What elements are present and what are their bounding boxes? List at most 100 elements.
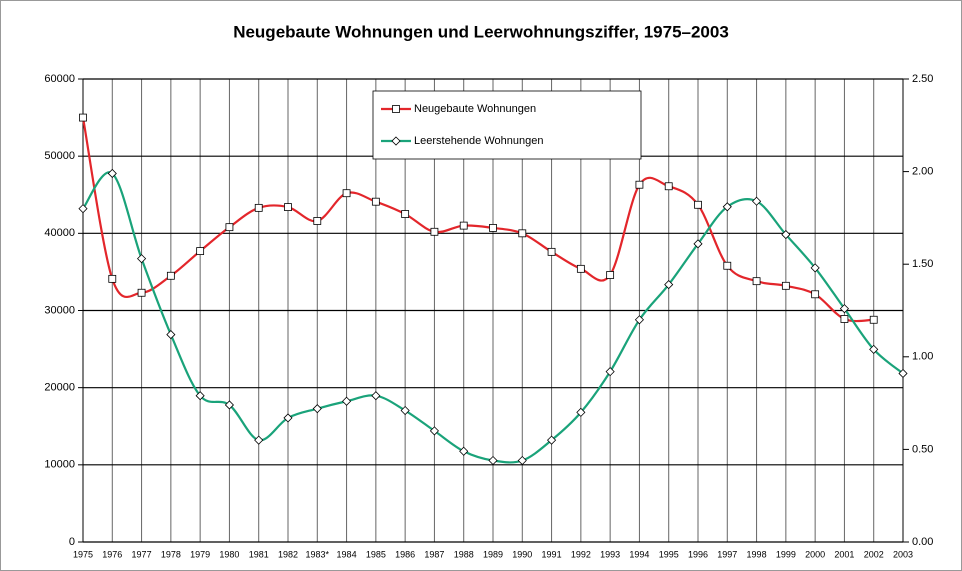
data-point — [196, 247, 205, 255]
data-point — [693, 239, 703, 249]
data-point — [898, 368, 908, 379]
series-line — [82, 171, 904, 464]
data-point — [401, 210, 410, 218]
x-tick-label: 1975 — [73, 549, 93, 559]
data-point — [489, 224, 497, 232]
legend-label: Leerstehende Wohnungen — [414, 135, 543, 147]
y2-tick-label: 1.00 — [912, 351, 933, 363]
x-tick-label: 1977 — [132, 549, 152, 559]
data-point — [254, 203, 263, 212]
data-point — [811, 290, 820, 299]
x-tick-label: 1999 — [776, 549, 796, 559]
data-point — [694, 200, 702, 209]
x-tick-label: 1978 — [161, 549, 181, 559]
x-tick-label: 1991 — [542, 549, 562, 559]
data-point — [78, 204, 88, 214]
data-point — [840, 315, 849, 323]
data-point — [224, 400, 234, 410]
data-point — [459, 446, 469, 456]
legend-marker — [392, 105, 400, 113]
data-point — [166, 271, 175, 280]
data-point — [517, 455, 527, 466]
data-point — [312, 404, 322, 414]
data-point — [488, 455, 498, 466]
data-point — [166, 330, 176, 340]
x-tick-label: 2002 — [864, 549, 884, 559]
data-point — [664, 182, 673, 191]
y2-tick-label: 1.50 — [912, 258, 933, 270]
x-tick-label: 1976 — [102, 549, 122, 559]
data-point — [752, 277, 761, 286]
y-tick-label: 30000 — [44, 304, 75, 316]
x-tick-label: 1988 — [454, 549, 474, 559]
x-tick-label: 1981 — [249, 549, 269, 559]
x-tick-label: 1990 — [512, 549, 532, 559]
data-point — [810, 263, 820, 273]
y-tick-label: 0 — [69, 536, 75, 548]
x-tick-label: 1986 — [395, 549, 415, 559]
x-tick-label: 1989 — [483, 549, 503, 559]
data-point — [576, 407, 586, 417]
y2-tick-label: 0.50 — [912, 443, 933, 455]
data-point — [371, 197, 380, 206]
data-point — [342, 396, 352, 406]
data-point — [313, 217, 322, 225]
x-tick-label: 1982 — [278, 549, 298, 559]
x-tick-label: 1987 — [424, 549, 444, 559]
data-point — [547, 435, 557, 445]
x-tick-label: 1996 — [688, 549, 708, 559]
data-point — [752, 196, 762, 206]
data-point — [79, 113, 87, 122]
data-point — [839, 304, 849, 314]
data-point — [254, 435, 264, 445]
data-point — [342, 189, 351, 198]
data-point — [605, 367, 615, 377]
y-tick-label: 60000 — [44, 73, 75, 85]
data-point — [284, 203, 292, 211]
data-point — [664, 280, 674, 290]
data-point — [722, 202, 732, 212]
data-point — [781, 281, 790, 290]
data-point — [459, 221, 468, 230]
legend-box — [372, 90, 642, 160]
y2-tick-label: 0.00 — [912, 536, 933, 548]
data-point — [400, 405, 410, 416]
data-point — [371, 391, 381, 401]
data-point — [430, 227, 439, 236]
x-tick-label: 1994 — [629, 549, 649, 559]
data-point — [576, 264, 585, 273]
x-tick-label: 2003 — [893, 549, 913, 559]
data-point — [225, 223, 234, 232]
legend-marker — [391, 136, 401, 146]
chart-title: Neugebaute Wohnungen und Leerwohnungszif… — [233, 22, 729, 41]
y2-tick-label: 2.50 — [912, 73, 933, 85]
data-point — [606, 271, 615, 279]
data-point — [283, 413, 293, 423]
x-tick-label: 1993 — [600, 549, 620, 559]
data-point — [869, 315, 878, 324]
x-tick-label: 1985 — [366, 549, 386, 559]
x-tick-label: 1992 — [571, 549, 591, 559]
legend-label: Neugebaute Wohnungen — [414, 103, 536, 115]
y2-tick-label: 2.00 — [912, 166, 933, 178]
data-point — [869, 344, 879, 354]
data-point — [547, 247, 556, 256]
y-tick-label: 20000 — [44, 382, 75, 394]
x-tick-label: 1995 — [659, 549, 679, 559]
y-tick-label: 50000 — [44, 150, 75, 162]
data-point — [137, 254, 147, 264]
data-point — [137, 288, 146, 297]
x-tick-label: 2000 — [805, 549, 825, 559]
data-point — [107, 168, 117, 179]
x-tick-label: 1998 — [747, 549, 767, 559]
data-point — [518, 229, 527, 238]
x-tick-label: 1980 — [219, 549, 239, 559]
data-point — [429, 426, 439, 436]
x-tick-label: 1997 — [717, 549, 737, 559]
y-tick-label: 10000 — [44, 459, 75, 471]
x-tick-label: 1979 — [190, 549, 210, 559]
data-point — [634, 315, 644, 325]
y-tick-label: 40000 — [44, 227, 75, 239]
